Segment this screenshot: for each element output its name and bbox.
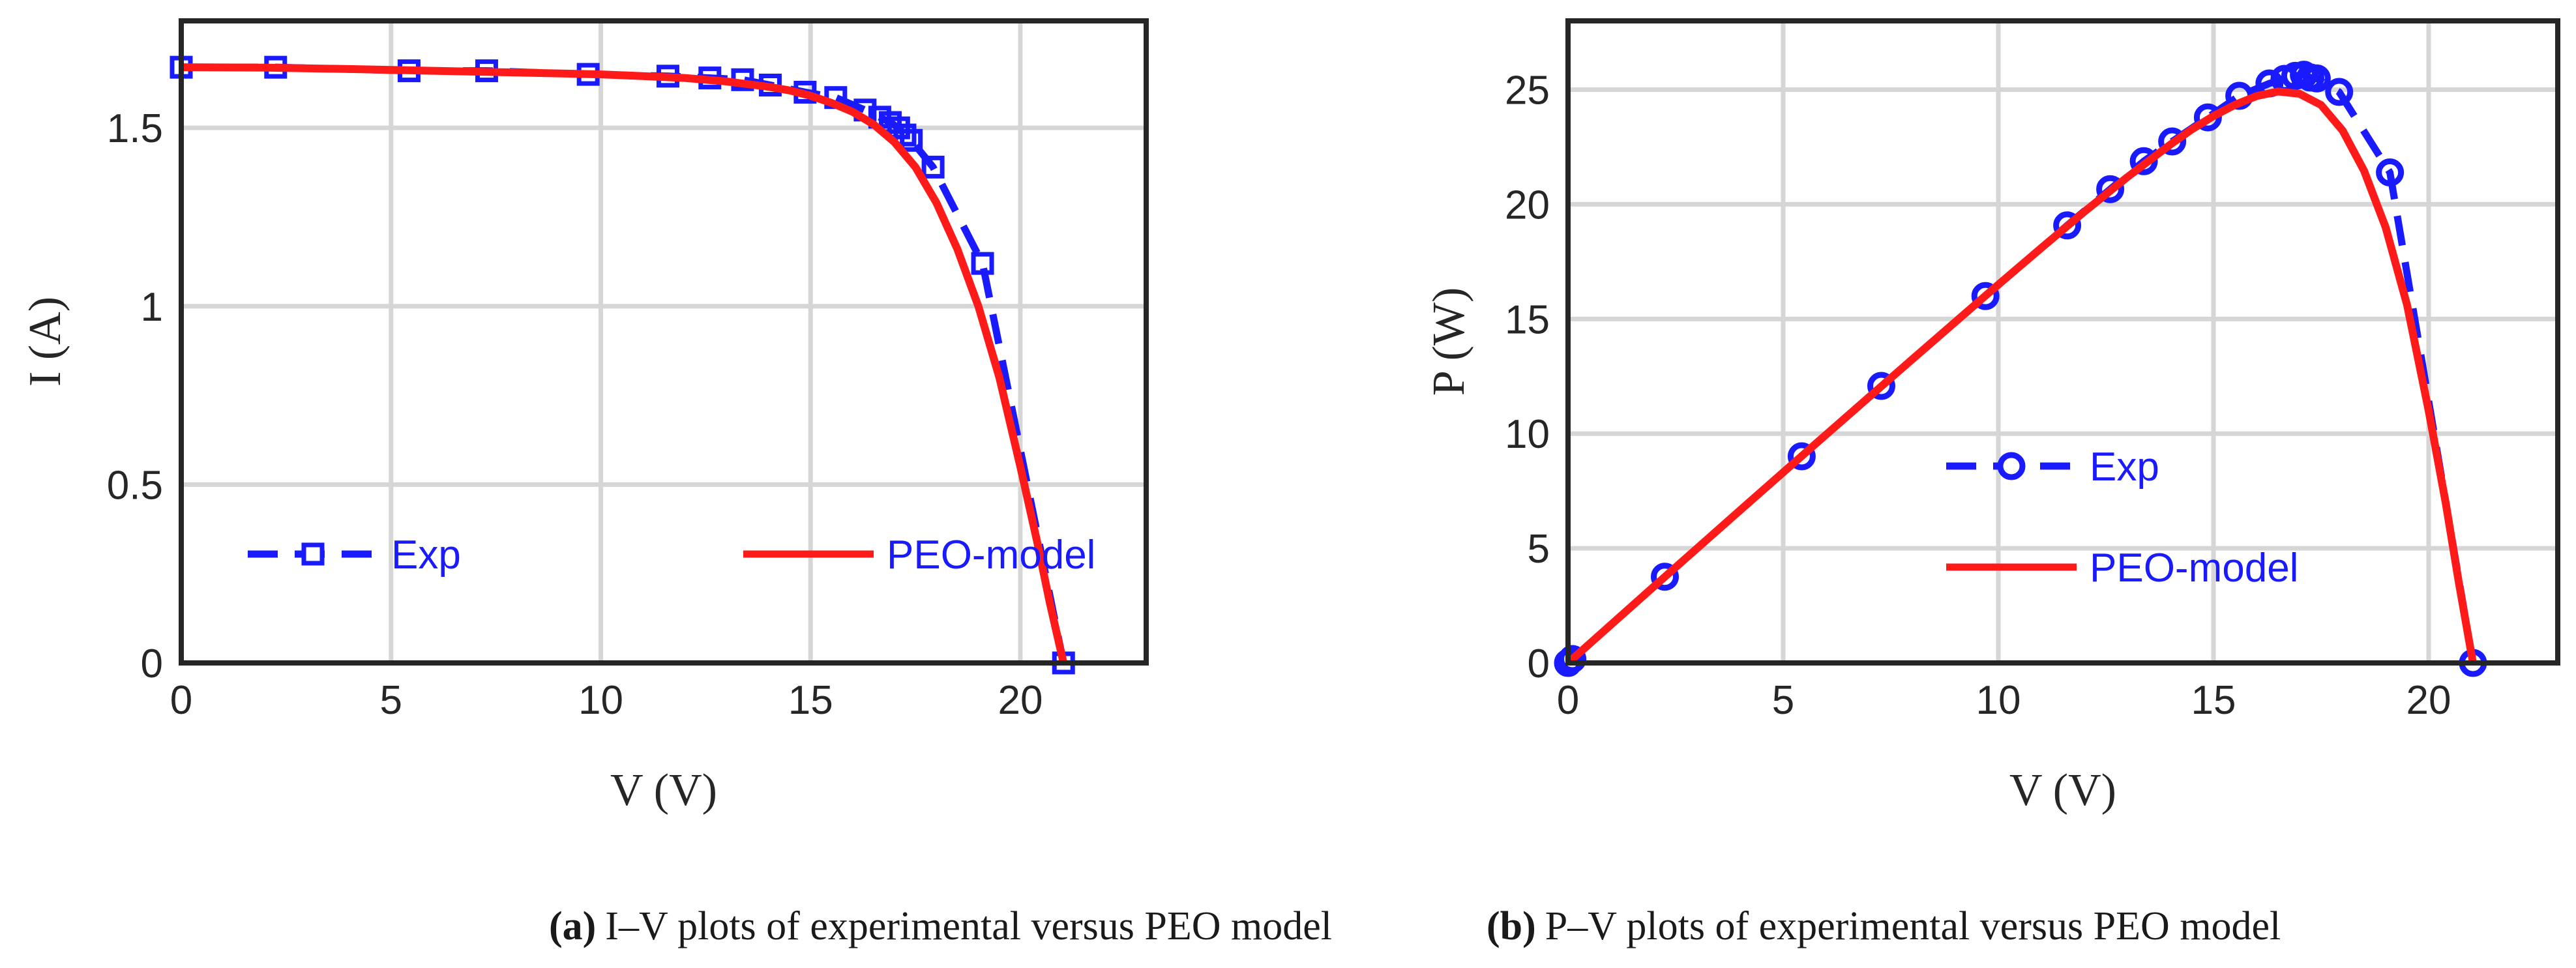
panel-a-xlabel: V (V) bbox=[610, 765, 717, 815]
panel-a-caption-label: (a) bbox=[549, 904, 596, 948]
panel-b-exp-point bbox=[2129, 147, 2158, 175]
panel-a-xtick-label: 10 bbox=[578, 678, 623, 723]
panel-b-ytick-label: 15 bbox=[1505, 297, 1550, 342]
panel-a-caption: (a) I–V plots of experimental versus PEO … bbox=[549, 904, 1332, 948]
panel-a-legend-marker bbox=[301, 542, 325, 566]
panel-b-pv-plot: 0 5 10 15 20 0 5 10 15 20 25 V (V) P (W) Exp PEO-mo… bbox=[1424, 18, 2560, 948]
panel-a-ytick-label: 1.5 bbox=[107, 106, 163, 151]
panel-b-ytick-label: 25 bbox=[1505, 68, 1550, 113]
panel-b-legend-peo-model-label: PEO-model bbox=[2090, 546, 2298, 591]
panel-b-xtick-label: 5 bbox=[1772, 678, 1794, 723]
panel-a-series-peo-model-line bbox=[181, 63, 1068, 664]
panel-a-exp-point bbox=[893, 123, 917, 147]
panel-b-series-exp-line bbox=[1565, 71, 2477, 666]
panel-b-exp-point bbox=[1558, 645, 1587, 673]
panel-b-ylabel: P (W) bbox=[1424, 287, 1474, 396]
panel-b-exp-point bbox=[1651, 563, 1679, 591]
panel-a-exp-point bbox=[921, 155, 945, 179]
panel-b-exp-point bbox=[2096, 175, 2125, 203]
panel-a-ytick-label: 0.5 bbox=[107, 463, 163, 508]
panel-b-legend-marker bbox=[1997, 452, 2026, 480]
panel-b-ytick-label: 20 bbox=[1505, 183, 1550, 227]
panel-b-series-peo-model-line bbox=[1565, 87, 2477, 666]
panel-b-exp-point bbox=[2376, 158, 2405, 187]
panel-a-xtick-label: 0 bbox=[170, 678, 192, 723]
panel-b-xtick-label: 0 bbox=[1557, 678, 1579, 723]
panel-b-xtick-label: 20 bbox=[2406, 678, 2451, 723]
panel-b-exp-point bbox=[2053, 211, 2082, 240]
panel-b-caption: (b) P–V plots of experimental versus PEO … bbox=[1487, 904, 2281, 948]
panel-a-xtick-label: 15 bbox=[788, 678, 833, 723]
panel-b-xtick-label: 15 bbox=[2191, 678, 2236, 723]
panel-a-ylabel: I (A) bbox=[20, 297, 70, 387]
panel-b-xtick-label: 10 bbox=[1976, 678, 2021, 723]
panel-b-ytick-label: 0 bbox=[1528, 641, 1550, 686]
panel-b-grid bbox=[1568, 21, 2558, 663]
panel-a-ticks: 0 5 10 15 20 0 0.5 1 1.5 bbox=[107, 106, 1043, 723]
panel-a-ytick-label: 0 bbox=[141, 641, 163, 686]
panel-b-exp-point bbox=[1867, 372, 1895, 400]
panel-b-xlabel: V (V) bbox=[2009, 765, 2116, 815]
panel-a-legend-exp-label: Exp bbox=[391, 533, 461, 578]
panel-b-series bbox=[1554, 61, 2487, 677]
panel-b-ticks: 0 5 10 15 20 0 5 10 15 20 25 bbox=[1505, 68, 2451, 723]
panel-a-iv-plot: 0 5 10 15 20 0 0.5 1 1.5 V (V) I (A) Exp PEO-mode… bbox=[20, 18, 1332, 948]
panel-a-ytick-label: 1 bbox=[141, 285, 163, 330]
panel-a-caption-text: I–V plots of experimental versus PEO mod… bbox=[605, 904, 1332, 948]
panel-b-exp-point bbox=[2302, 64, 2331, 93]
panel-b-ytick-label: 5 bbox=[1528, 527, 1550, 572]
panel-b-exp-point bbox=[2158, 127, 2187, 156]
panel-a-exp-point bbox=[971, 252, 994, 275]
panel-b-legend: Exp PEO-model bbox=[1946, 445, 2298, 591]
panel-a-legend: Exp PEO-model bbox=[248, 533, 1095, 578]
panel-a-xtick-label: 5 bbox=[379, 678, 402, 723]
panel-b-exp-point bbox=[1971, 282, 2000, 310]
panel-b-legend-exp-label: Exp bbox=[2090, 445, 2159, 490]
panel-b-exp-point bbox=[1787, 442, 1816, 471]
panel-b-axes-frame bbox=[1565, 18, 2560, 666]
panel-a-xtick-label: 20 bbox=[998, 678, 1043, 723]
panel-a-axes-frame bbox=[179, 18, 1149, 666]
panel-b-exp-point bbox=[2325, 78, 2354, 106]
panel-b-ytick-label: 10 bbox=[1505, 412, 1550, 457]
panel-a-legend-peo-model-label: PEO-model bbox=[887, 533, 1095, 578]
panel-b-caption-label: (b) bbox=[1487, 904, 1536, 948]
panel-a-grid bbox=[181, 21, 1146, 663]
panel-b-caption-text: P–V plots of experimental versus PEO mod… bbox=[1545, 904, 2281, 948]
panel-a-series bbox=[170, 55, 1075, 675]
panel-a-exp-point bbox=[900, 128, 923, 152]
